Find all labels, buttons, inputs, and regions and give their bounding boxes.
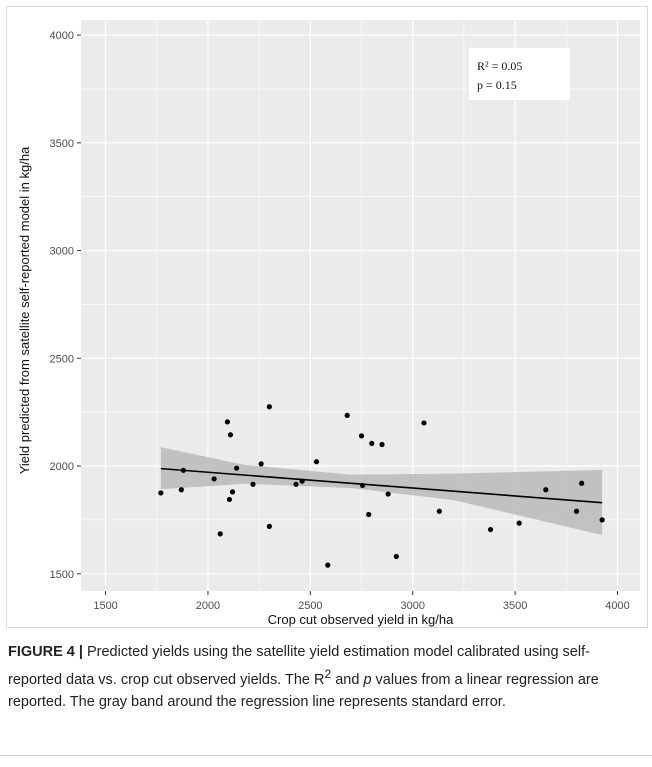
y-tick-label: 3000: [50, 246, 74, 258]
y-tick-label: 4000: [50, 30, 74, 42]
y-tick-label: 1500: [50, 569, 74, 581]
data-point: [436, 508, 442, 514]
figure-frame: 1500 2000 2500 3000 3500 4000 1500 2000 2500 3000…: [6, 6, 648, 628]
y-axis-title: Yield predicted from satellite self-repo…: [17, 146, 32, 474]
data-point: [217, 531, 223, 537]
x-tick-label: 2500: [298, 600, 322, 612]
x-tick-label: 2000: [196, 600, 220, 612]
data-point: [258, 461, 264, 467]
data-point: [379, 441, 385, 448]
data-point: [266, 404, 272, 410]
data-point: [325, 562, 331, 568]
caption-superscript: 2: [324, 667, 332, 681]
data-point: [234, 465, 240, 471]
data-point: [299, 478, 305, 484]
data-point: [227, 432, 234, 438]
data-point: [579, 480, 585, 486]
regression-line: [160, 467, 603, 504]
data-point: [393, 553, 399, 560]
data-point: [358, 433, 365, 439]
caption-text-1: Predicted yields using the satellite yie…: [8, 644, 590, 688]
caption-text-2: and: [331, 671, 364, 688]
data-point: [366, 511, 372, 518]
r-squared-label: R² = 0.05: [477, 59, 522, 73]
y-tick-label: 2500: [50, 353, 74, 365]
data-point: [516, 520, 522, 526]
data-point: [180, 467, 186, 473]
data-point: [487, 526, 494, 533]
annotation-box: [469, 48, 570, 100]
data-point: [385, 491, 391, 497]
x-tick-label: 4000: [605, 600, 629, 612]
data-point: [543, 487, 549, 493]
x-axis-title: Crop cut observed yield in kg/ha: [268, 612, 454, 627]
x-tick-label: 3500: [503, 600, 527, 612]
data-point: [211, 476, 217, 482]
data-point: [369, 440, 375, 447]
data-point: [344, 412, 350, 418]
confidence-band: [160, 447, 603, 535]
caption-label: FIGURE 4 |: [8, 644, 83, 660]
data-point: [293, 481, 299, 487]
caption-text-3: values from a linear regression are repo…: [8, 671, 599, 710]
data-point: [573, 508, 580, 514]
data-point: [250, 481, 256, 487]
y-tick-label: 3500: [50, 138, 74, 150]
data-point: [313, 459, 320, 465]
data-point: [599, 517, 605, 523]
p-value-label: p = 0.15: [477, 78, 517, 92]
data-point: [421, 420, 427, 426]
x-tick-label: 1500: [93, 600, 117, 612]
y-tick-label: 2000: [50, 461, 74, 473]
scatter-chart: 1500 2000 2500 3000 3500 4000 1500 2000 2500 3000…: [17, 20, 640, 627]
data-point: [266, 523, 272, 529]
caption-italic-p: p: [363, 671, 372, 688]
data-point: [229, 489, 236, 495]
data-point: [178, 487, 184, 493]
bottom-divider: [0, 755, 652, 756]
data-point: [226, 496, 233, 503]
x-tick-label: 3000: [400, 600, 424, 612]
figure-caption: FIGURE 4 | Predicted yields using the sa…: [8, 641, 638, 713]
data-point: [359, 482, 366, 489]
data-point: [158, 490, 164, 496]
data-point: [224, 419, 231, 425]
